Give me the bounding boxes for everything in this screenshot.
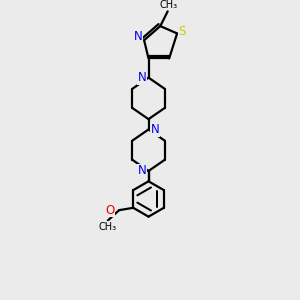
Text: N: N	[138, 71, 146, 84]
Text: S: S	[179, 26, 186, 38]
Text: N: N	[151, 123, 159, 136]
Text: N: N	[134, 30, 142, 43]
Text: CH₃: CH₃	[98, 222, 116, 232]
Text: N: N	[138, 164, 146, 178]
Text: CH₃: CH₃	[159, 0, 177, 10]
Text: O: O	[105, 204, 115, 217]
